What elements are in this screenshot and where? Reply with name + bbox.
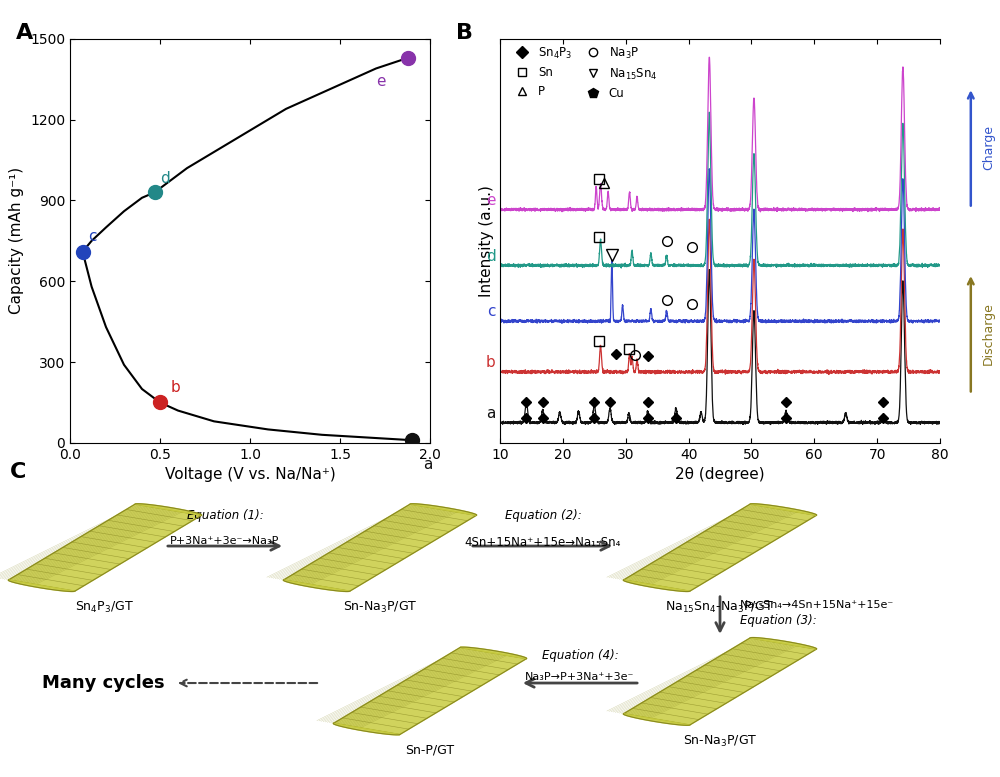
Text: 4Sn+15Na⁺+15e→Na₁₅Sn₄: 4Sn+15Na⁺+15e→Na₁₅Sn₄: [465, 536, 621, 549]
X-axis label: 2θ (degree): 2θ (degree): [675, 467, 765, 483]
Polygon shape: [750, 503, 817, 515]
Y-axis label: Intensity (a.u.): Intensity (a.u.): [479, 185, 494, 297]
Text: Equation (2):: Equation (2):: [505, 509, 581, 522]
Text: Na₁₅Sn₄→4Sn+15Na⁺+15e⁻: Na₁₅Sn₄→4Sn+15Na⁺+15e⁻: [740, 600, 894, 610]
Text: Sn$_4$P$_3$/GT: Sn$_4$P$_3$/GT: [75, 600, 135, 615]
Text: Many cycles: Many cycles: [42, 674, 165, 692]
Polygon shape: [8, 580, 75, 591]
Polygon shape: [750, 638, 817, 649]
Polygon shape: [9, 504, 201, 591]
Text: a: a: [423, 457, 432, 472]
Text: P+3Na⁺+3e⁻→Na₃P: P+3Na⁺+3e⁻→Na₃P: [170, 536, 280, 546]
Text: c: c: [487, 305, 496, 319]
Text: b: b: [486, 355, 496, 370]
Legend: Sn$_4$P$_3$, Sn, P, Na$_3$P, Na$_{15}$Sn$_4$, Cu: Sn$_4$P$_3$, Sn, P, Na$_3$P, Na$_{15}$Sn…: [506, 40, 662, 105]
Text: Charge: Charge: [982, 125, 995, 170]
Polygon shape: [284, 504, 476, 591]
Y-axis label: Capacity (mAh g⁻¹): Capacity (mAh g⁻¹): [9, 167, 24, 315]
Text: Equation (3):: Equation (3):: [740, 615, 817, 627]
Text: Discharge: Discharge: [982, 302, 995, 365]
Text: b: b: [171, 380, 181, 395]
Polygon shape: [624, 638, 816, 725]
Text: Sn-P/GT: Sn-P/GT: [405, 744, 455, 757]
Text: C: C: [10, 462, 26, 482]
Text: d: d: [160, 172, 170, 186]
Text: d: d: [486, 249, 496, 263]
Polygon shape: [333, 723, 400, 735]
Polygon shape: [135, 503, 202, 515]
Polygon shape: [334, 647, 526, 734]
Text: e: e: [486, 193, 496, 208]
Text: Na₃P→P+3Na⁺+3e⁻: Na₃P→P+3Na⁺+3e⁻: [525, 672, 635, 682]
Text: A: A: [16, 23, 33, 43]
Polygon shape: [623, 580, 690, 591]
Polygon shape: [624, 504, 816, 591]
Text: a: a: [486, 406, 496, 421]
Text: Sn-Na$_3$P/GT: Sn-Na$_3$P/GT: [683, 734, 757, 749]
Text: Sn-Na$_3$P/GT: Sn-Na$_3$P/GT: [343, 600, 417, 615]
Polygon shape: [410, 503, 477, 515]
Text: c: c: [88, 229, 96, 244]
Polygon shape: [460, 647, 527, 659]
Text: Equation (4):: Equation (4):: [542, 650, 618, 662]
Text: Equation (1):: Equation (1):: [187, 509, 263, 522]
Text: Na$_{15}$Sn$_4$-Na$_3$P/GT: Na$_{15}$Sn$_4$-Na$_3$P/GT: [665, 600, 775, 615]
Text: B: B: [456, 23, 473, 43]
Polygon shape: [623, 714, 690, 725]
Polygon shape: [283, 580, 350, 591]
X-axis label: Voltage (V vs. Na/Na⁺): Voltage (V vs. Na/Na⁺): [165, 467, 335, 483]
Text: e: e: [376, 75, 386, 89]
